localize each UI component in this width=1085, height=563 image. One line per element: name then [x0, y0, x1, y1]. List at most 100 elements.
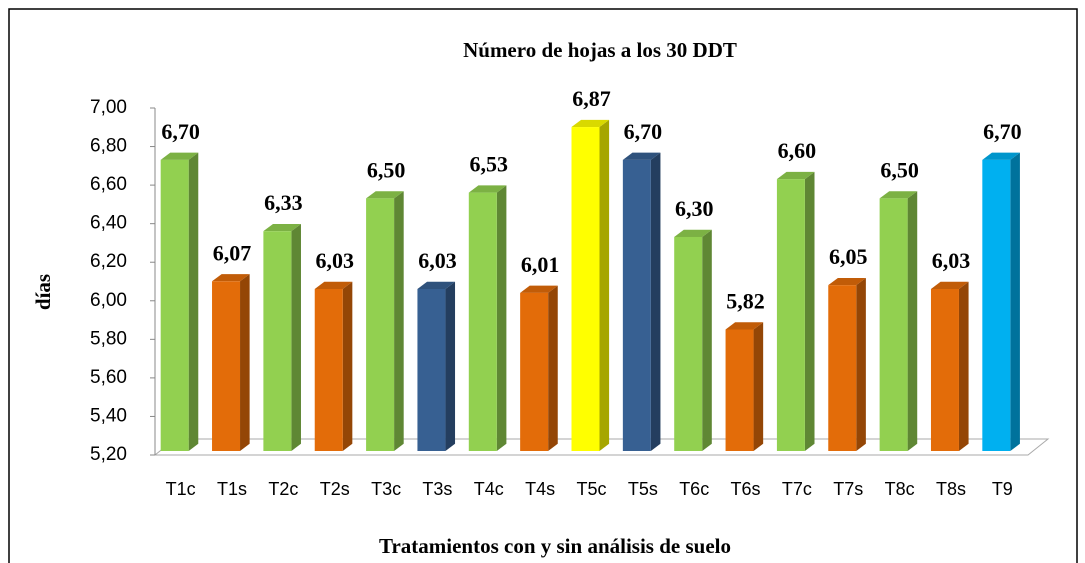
bar-side	[548, 285, 558, 451]
data-label: 6,07	[213, 240, 252, 265]
bar-side	[599, 119, 610, 451]
bar	[776, 171, 815, 451]
bar-front	[776, 179, 805, 451]
bar	[417, 281, 456, 451]
bar-front	[674, 236, 703, 451]
bar-front	[468, 192, 497, 451]
bar	[674, 229, 712, 451]
data-label: 6,70	[161, 119, 200, 144]
data-label: 6,03	[315, 248, 354, 273]
bar-top	[930, 281, 969, 289]
x-tick-label: T7s	[833, 479, 863, 499]
bar-top	[674, 229, 712, 237]
bar	[160, 152, 199, 452]
bar-side	[907, 191, 918, 451]
y-tick-label: 6,80	[90, 136, 127, 157]
y-tick-label: 6,20	[90, 251, 127, 272]
bar-top	[263, 223, 301, 232]
x-tick-label: T5s	[628, 479, 658, 499]
bar-side	[958, 281, 969, 451]
data-label: 6,50	[880, 157, 919, 182]
bar-front	[930, 288, 959, 451]
x-tick-label: T8s	[936, 479, 966, 499]
bar-front	[879, 198, 908, 451]
data-label: 6,01	[521, 252, 560, 277]
data-label: 6,70	[983, 119, 1022, 144]
data-label: 6,53	[470, 152, 509, 177]
y-tick-label: 6,60	[90, 174, 127, 195]
bar-front	[263, 231, 292, 451]
data-label: 6,03	[418, 248, 457, 273]
x-tick-label: T8c	[885, 479, 915, 499]
bar-side	[240, 274, 250, 451]
bar-front	[828, 285, 857, 451]
data-label: 6,03	[932, 248, 971, 273]
y-tick-label: 5,40	[90, 405, 127, 426]
y-tick-label: 5,20	[90, 444, 127, 465]
bar-top	[571, 119, 610, 128]
chart-title: Número de hojas a los 30 DDT	[463, 38, 737, 62]
bar-front	[212, 281, 241, 451]
bar	[879, 191, 918, 451]
data-label: 5,82	[726, 289, 765, 314]
y-axis-label: días	[31, 274, 55, 310]
bar	[366, 191, 404, 451]
bar-top	[828, 277, 866, 286]
bar	[468, 185, 507, 451]
data-label: 6,33	[264, 190, 303, 215]
bar-top	[160, 152, 199, 160]
data-label: 6,05	[829, 244, 868, 269]
bar-side	[753, 322, 764, 451]
bar	[930, 281, 969, 451]
bar-top	[725, 322, 764, 330]
x-tick-label: T6s	[731, 479, 761, 499]
bar-side	[342, 281, 353, 451]
y-tick-label: 5,60	[90, 367, 127, 388]
bar	[982, 152, 1020, 452]
bar-side	[394, 191, 404, 451]
bar-top	[468, 185, 507, 193]
y-tick-label: 6,40	[90, 213, 127, 234]
x-tick-label: T2c	[268, 479, 298, 499]
x-tick-label: T4c	[474, 479, 504, 499]
bar-top	[314, 281, 353, 289]
data-label: 6,30	[675, 196, 714, 221]
x-tick-label: T6c	[679, 479, 709, 499]
x-axis-label: Tratamientos con y sin análisis de suelo	[379, 534, 731, 558]
bar	[520, 285, 558, 451]
x-tick-label: T7c	[782, 479, 812, 499]
x-tick-label: T1s	[217, 479, 247, 499]
y-tick-label: 7,00	[90, 97, 127, 118]
bar-top	[879, 191, 918, 199]
bar-front	[571, 127, 600, 452]
data-label: 6,87	[572, 86, 611, 111]
bar-side	[650, 152, 661, 451]
data-label: 6,70	[624, 119, 663, 144]
bar-side	[1010, 152, 1020, 451]
bar	[263, 223, 301, 451]
bar-front	[160, 159, 189, 452]
bar-front	[314, 288, 343, 451]
bar-top	[366, 191, 404, 199]
bar-top	[776, 171, 815, 180]
bar-front	[417, 288, 446, 451]
bar	[314, 281, 353, 451]
bar-top	[417, 281, 456, 289]
bar-side	[856, 277, 866, 451]
bar-side	[291, 223, 301, 451]
bar-front	[520, 292, 549, 451]
bar-top	[622, 152, 661, 160]
bar	[212, 274, 250, 451]
bar	[571, 119, 610, 452]
bar-side	[445, 281, 456, 451]
data-label: 6,60	[778, 138, 817, 163]
bar-top	[212, 274, 250, 282]
y-tick-label: 6,00	[90, 290, 127, 311]
x-tick-label: T2s	[320, 479, 350, 499]
bar-side	[702, 229, 712, 451]
x-tick-label: T9	[992, 479, 1013, 499]
x-tick-label: T3c	[371, 479, 401, 499]
bar-side	[804, 171, 815, 451]
bar-top	[982, 152, 1020, 160]
